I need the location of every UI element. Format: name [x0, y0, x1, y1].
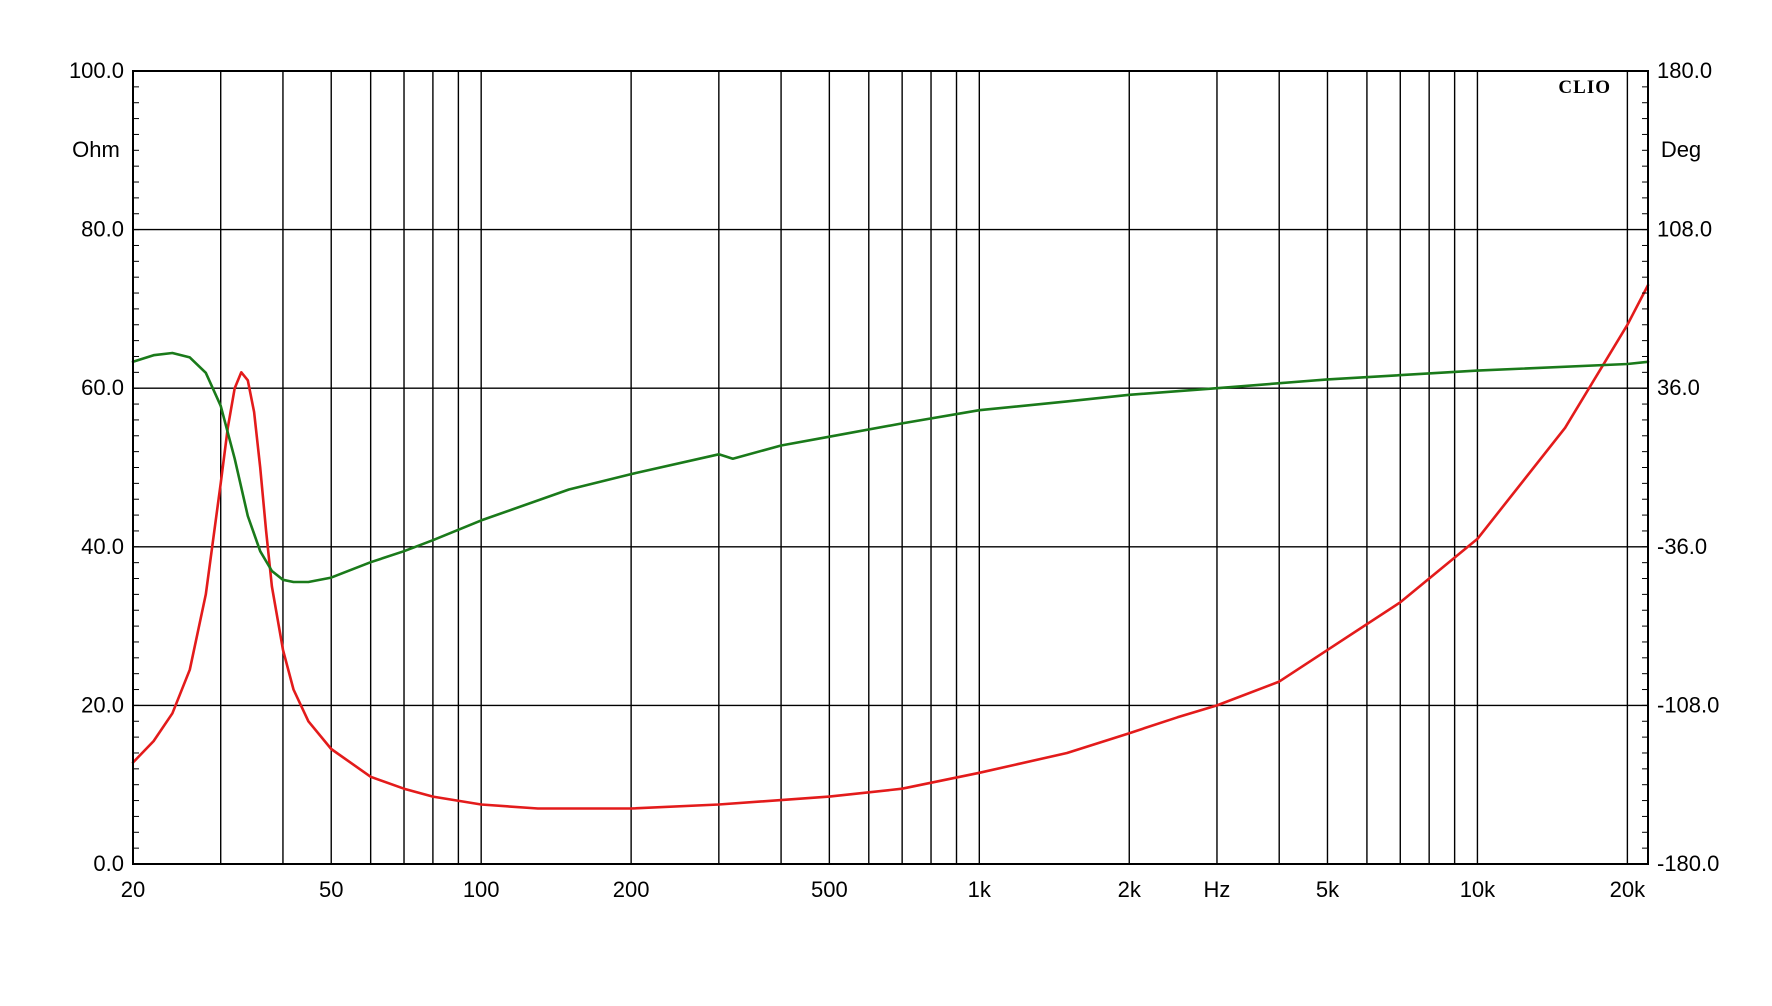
x-tick-label: 20	[121, 877, 145, 902]
left-y-tick-label: 40.0	[81, 534, 124, 559]
x-tick-label: 2k	[1118, 877, 1142, 902]
x-tick-label: 100	[463, 877, 500, 902]
right-y-tick-label: 180.0	[1657, 58, 1712, 83]
left-y-tick-label: 80.0	[81, 217, 124, 242]
right-y-tick-label: -180.0	[1657, 851, 1719, 876]
x-tick-label: 50	[319, 877, 343, 902]
tick-labels: 20 50 100 200 500 1k 2k Hz 5k 10k 20k 0.0 20.0 40.0 60…	[69, 58, 1719, 902]
right-y-tick-label: -36.0	[1657, 534, 1707, 559]
brand-label: CLIO	[1558, 77, 1611, 98]
left-y-tick-label: 0.0	[93, 851, 124, 876]
impedance-curve	[131, 283, 1650, 810]
plot-frame	[132, 70, 1649, 865]
plot-border	[132, 70, 1649, 865]
right-y-tick-label: 36.0	[1657, 375, 1700, 400]
x-tick-label: 500	[811, 877, 848, 902]
phase-curve	[131, 351, 1650, 584]
x-tick-label: 10k	[1460, 877, 1496, 902]
x-tick-label: 5k	[1316, 877, 1340, 902]
left-y-tick-label: 100.0	[69, 58, 124, 83]
x-tick-label: 1k	[968, 877, 992, 902]
left-y-tick-label: 20.0	[81, 692, 124, 717]
x-tick-label: Hz	[1204, 877, 1231, 902]
right-y-tick-label: -108.0	[1657, 692, 1719, 717]
x-tick-label: 200	[613, 877, 650, 902]
x-tick-label: 20k	[1610, 877, 1646, 902]
left-y-tick-label: 60.0	[81, 375, 124, 400]
right-y-tick-label: 108.0	[1657, 217, 1712, 242]
series-layer	[131, 283, 1650, 810]
left-axis-unit-label: Ohm	[72, 137, 120, 162]
right-axis-unit-label: Deg	[1661, 137, 1701, 162]
